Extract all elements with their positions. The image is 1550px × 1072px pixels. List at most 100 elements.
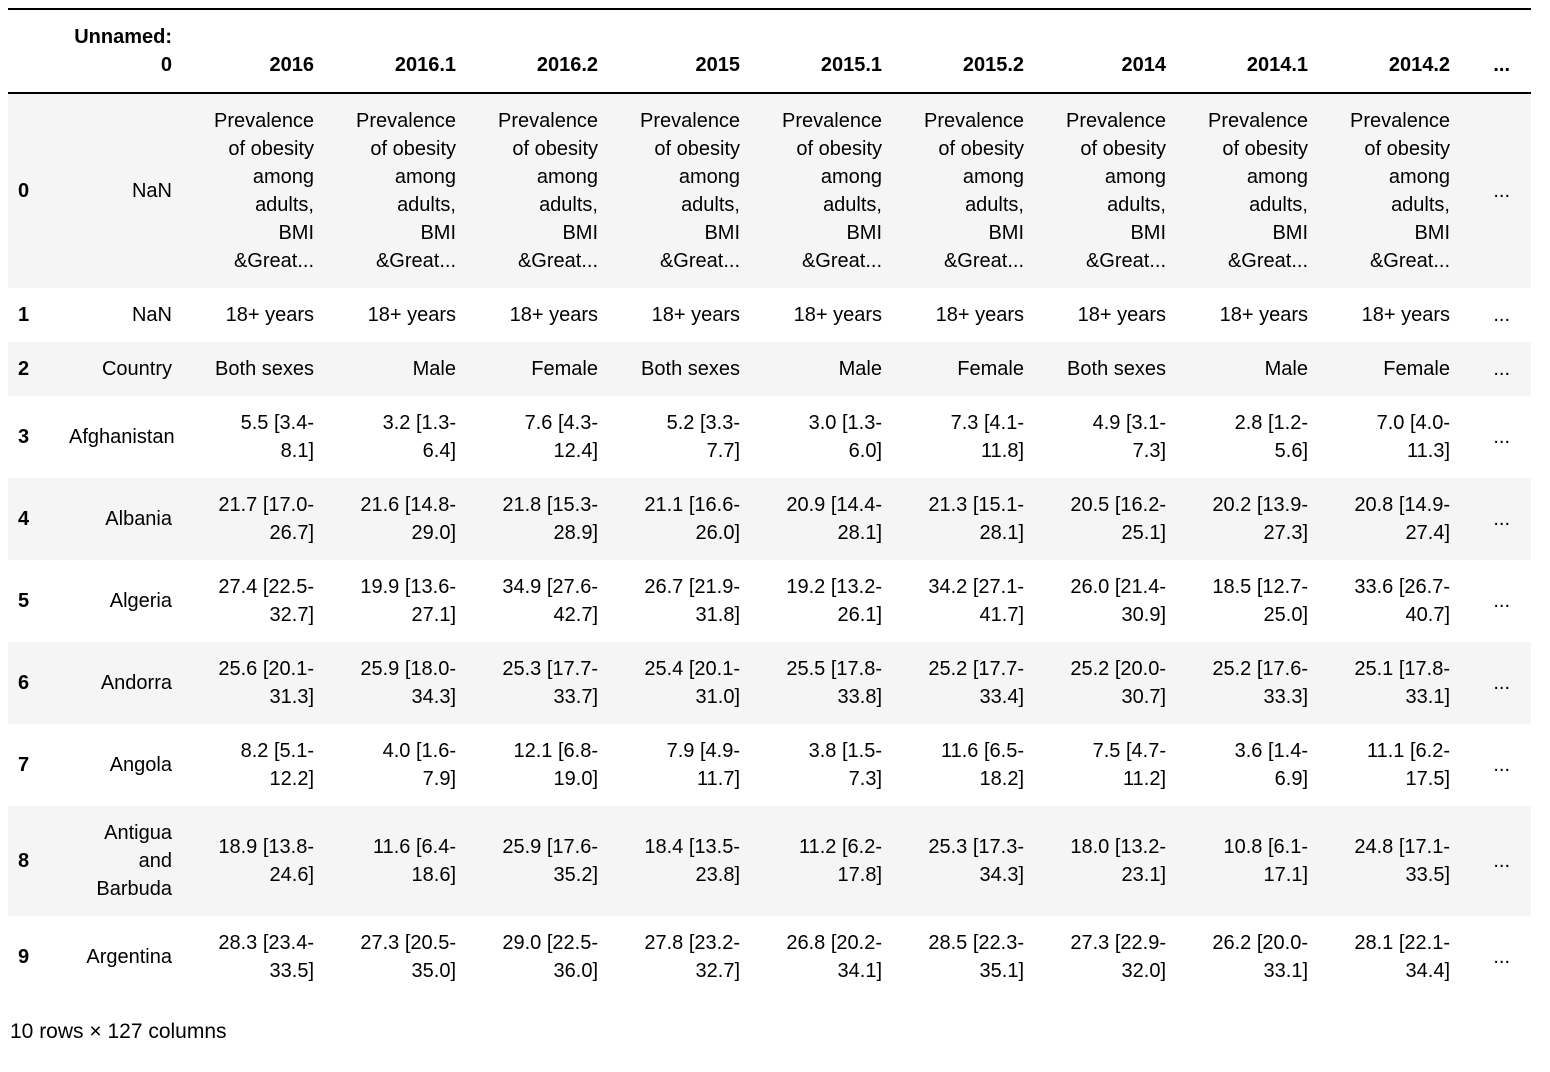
dataframe-output: Unnamed: 0 2 0 1 6 2016.1 2016.2 2015 2015.1 2015… bbox=[8, 9, 1531, 1043]
table-cell: Female bbox=[1383, 358, 1450, 380]
table-cell: 3.8 [1.5-7.3] bbox=[808, 740, 882, 790]
row-index: 7 bbox=[18, 754, 30, 776]
table-cell: 27.3 [20.5-35.0] bbox=[360, 932, 456, 982]
table-row: 7 Angola 8.2 [5.1-12.2] 4.0 [1.6-7.9] 12.1 [… bbox=[8, 724, 1531, 806]
table-cell: 34.9 [27.6-42.7] bbox=[502, 576, 598, 626]
table-cell: 2.8 [1.2-5.6] bbox=[1234, 412, 1308, 462]
table-cell: Prevalence of obesity among adults, BMI … bbox=[356, 110, 457, 272]
table-cell: NaN bbox=[131, 304, 172, 326]
table-cell: Country bbox=[101, 358, 172, 380]
table-cell: 25.1 [17.8-33.1] bbox=[1354, 658, 1450, 708]
table-cell: 28.5 [22.3-35.1] bbox=[928, 932, 1024, 982]
table-cell: 27.8 [23.2-32.7] bbox=[644, 932, 740, 982]
table-cell: Prevalence of obesity among adults, BMI … bbox=[498, 110, 599, 272]
table-cell: 20.2 [13.9-27.3] bbox=[1212, 494, 1308, 544]
table-cell: 25.3 [17.3-34.3] bbox=[928, 836, 1024, 886]
row-index: 6 bbox=[18, 672, 30, 694]
table-cell: Argentina bbox=[86, 946, 172, 968]
truncation-cell: ... bbox=[1493, 180, 1510, 202]
table-cell: 25.9 [17.6-35.2] bbox=[502, 836, 598, 886]
truncation-cell: ... bbox=[1493, 672, 1510, 694]
table-cell: Male bbox=[838, 358, 882, 380]
column-header: 2015.2 bbox=[962, 54, 1024, 76]
table-cell: 25.2 [20.0-30.7] bbox=[1070, 658, 1166, 708]
row-index: 2 bbox=[18, 358, 30, 380]
truncation-cell: ... bbox=[1493, 304, 1510, 326]
table-cell: 11.6 [6.4-18.6] bbox=[372, 836, 456, 886]
table-cell: 18+ years bbox=[225, 304, 314, 326]
table-row: 4 Albania 21.7 [17.0-26.7] 21.6 [14.8-29.0]… bbox=[8, 478, 1531, 560]
table-cell: 7.6 [4.3-12.4] bbox=[524, 412, 598, 462]
table-cell: 7.0 [4.0-11.3] bbox=[1376, 412, 1450, 462]
table-cell: Both sexes bbox=[1067, 358, 1166, 380]
table-row: 3 Afghanistan 5.5 [3.4-8.1] 3.2 [1.3-6.4] 7.… bbox=[8, 396, 1531, 478]
table-cell: 29.0 [22.5-36.0] bbox=[502, 932, 598, 982]
table-row: 6 Andorra 25.6 [20.1-31.3] 25.9 [18.0-34.3]… bbox=[8, 642, 1531, 724]
column-header: 2015 bbox=[695, 54, 741, 76]
table-cell: 20.5 [16.2-25.1] bbox=[1070, 494, 1166, 544]
table-cell: 19.2 [13.2-26.1] bbox=[786, 576, 882, 626]
table-cell: 8.2 [5.1-12.2] bbox=[240, 740, 314, 790]
table-cell: 7.3 [4.1-11.8] bbox=[950, 412, 1024, 462]
table-cell: 19.9 [13.6-27.1] bbox=[360, 576, 456, 626]
table-cell: Female bbox=[531, 358, 598, 380]
table-row: 0 NaN Prevalence of obesity among adults, … bbox=[8, 93, 1531, 288]
truncation-cell: ... bbox=[1493, 590, 1510, 612]
table-cell: 25.6 [20.1-31.3] bbox=[218, 658, 314, 708]
table-cell: 21.8 [15.3-28.9] bbox=[502, 494, 598, 544]
header-row: Unnamed: 0 2016 2016.1 2016.2 2015 2015.1 2015… bbox=[8, 9, 1531, 93]
table-cell: Prevalence of obesity among adults, BMI … bbox=[214, 110, 315, 272]
table-cell: 27.3 [22.9-32.0] bbox=[1070, 932, 1166, 982]
column-header: 2016.1 bbox=[394, 54, 456, 76]
row-index: 3 bbox=[18, 426, 30, 448]
table-cell: 18.4 [13.5-23.8] bbox=[644, 836, 740, 886]
column-header: 2014 bbox=[1121, 54, 1167, 76]
table-cell: 25.2 [17.7-33.4] bbox=[928, 658, 1024, 708]
index-column-header bbox=[8, 9, 48, 93]
table-cell: 21.6 [14.8-29.0] bbox=[360, 494, 456, 544]
table-cell: 21.1 [16.6-26.0] bbox=[644, 494, 740, 544]
table-cell: 26.2 [20.0-33.1] bbox=[1212, 932, 1308, 982]
row-index: 0 bbox=[18, 180, 30, 202]
table-cell: Antigua and Barbuda bbox=[96, 822, 172, 900]
table-cell: 11.6 [6.5-18.2] bbox=[940, 740, 1024, 790]
table-cell: 34.2 [27.1-41.7] bbox=[928, 576, 1024, 626]
table-head: Unnamed: 0 2016 2016.1 2016.2 2015 2015.1 2015… bbox=[8, 9, 1531, 93]
table-cell: 28.1 [22.1-34.4] bbox=[1354, 932, 1450, 982]
table-cell: 4.9 [3.1-7.3] bbox=[1092, 412, 1166, 462]
table-cell: Prevalence of obesity among adults, BMI … bbox=[640, 110, 741, 272]
table-cell: 33.6 [26.7-40.7] bbox=[1354, 576, 1450, 626]
table-cell: 3.2 [1.3-6.4] bbox=[382, 412, 456, 462]
column-header: Unnamed: 0 bbox=[74, 26, 172, 76]
column-header: 2014.2 bbox=[1388, 54, 1450, 76]
table-cell: 10.8 [6.1-17.1] bbox=[1223, 836, 1308, 886]
table-cell: 3.6 [1.4-6.9] bbox=[1234, 740, 1308, 790]
table-cell: 25.9 [18.0-34.3] bbox=[360, 658, 456, 708]
table-cell: 5.2 [3.3-7.7] bbox=[666, 412, 740, 462]
table-cell: Both sexes bbox=[641, 358, 740, 380]
table-cell: 25.2 [17.6-33.3] bbox=[1212, 658, 1308, 708]
table-cell: Prevalence of obesity among adults, BMI … bbox=[1208, 110, 1309, 272]
table-cell: 27.4 [22.5-32.7] bbox=[218, 576, 314, 626]
table-row: 5 Algeria 27.4 [22.5-32.7] 19.9 [13.6-27.1]… bbox=[8, 560, 1531, 642]
table-cell: 26.7 [21.9-31.8] bbox=[644, 576, 740, 626]
table-cell: 18+ years bbox=[367, 304, 456, 326]
table-cell: 21.7 [17.0-26.7] bbox=[218, 494, 314, 544]
table-cell: NaN bbox=[131, 180, 172, 202]
row-index: 8 bbox=[18, 850, 30, 872]
table-cell: 5.5 [3.4-8.1] bbox=[240, 412, 314, 462]
truncation-cell: ... bbox=[1493, 508, 1510, 530]
truncation-column-header: ... bbox=[1493, 54, 1510, 76]
column-header: 2014.1 bbox=[1246, 54, 1308, 76]
table-cell: Angola bbox=[109, 754, 172, 776]
column-header: 2016.2 bbox=[536, 54, 598, 76]
table-cell: 18+ years bbox=[1219, 304, 1308, 326]
row-index: 1 bbox=[18, 304, 30, 326]
table-cell: 26.0 [21.4-30.9] bbox=[1070, 576, 1166, 626]
truncation-cell: ... bbox=[1493, 754, 1510, 776]
column-header: 2015.1 bbox=[820, 54, 882, 76]
table-row: 2 Country Both sexes Male Female Both sexes Ma… bbox=[8, 342, 1531, 396]
row-index: 4 bbox=[18, 508, 30, 530]
table-cell: 20.9 [14.4-28.1] bbox=[786, 494, 882, 544]
table-cell: 3.0 [1.3-6.0] bbox=[808, 412, 882, 462]
